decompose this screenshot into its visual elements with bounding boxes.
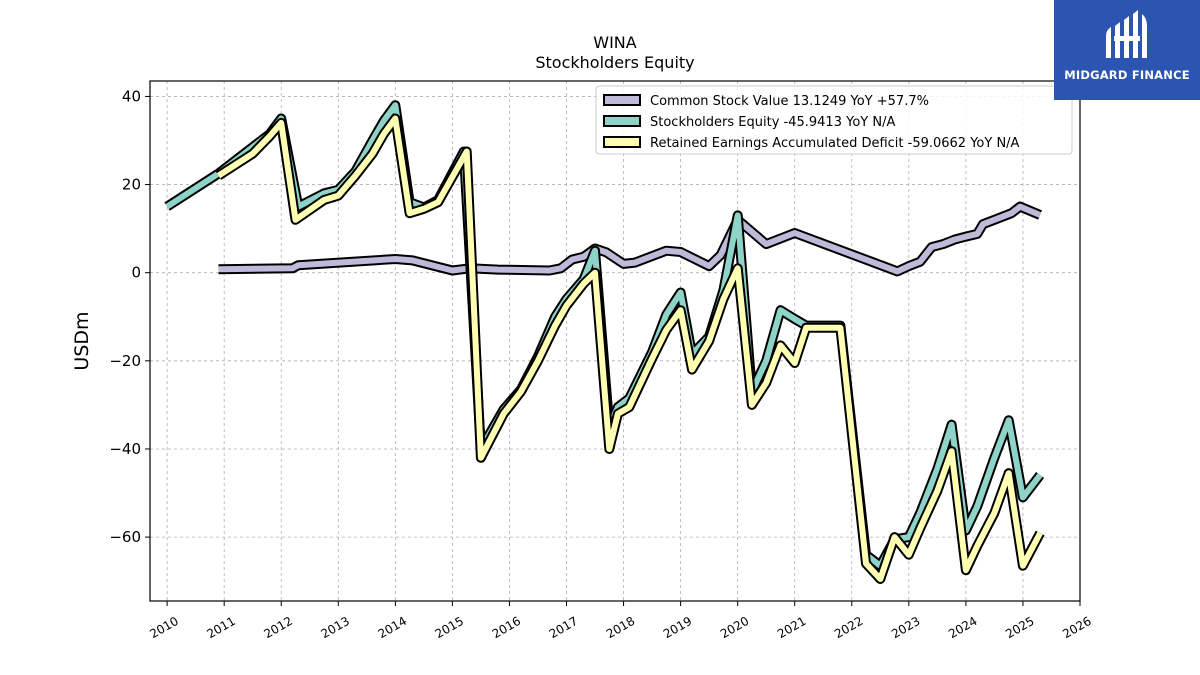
x-tick-label: 2023	[889, 614, 922, 641]
x-tick-label: 2010	[147, 614, 180, 641]
y-tick-label: 20	[122, 176, 141, 194]
midgard-finance-logo: MIDGARD FINANCE	[1054, 0, 1200, 100]
y-tick-label: −20	[109, 352, 141, 370]
x-tick-label: 2020	[718, 614, 751, 641]
series-layer	[164, 100, 1045, 584]
chart-subtitle: Stockholders Equity	[535, 53, 694, 72]
legend-label-1: Stockholders Equity -45.9413 YoY N/A	[650, 115, 895, 130]
legend: Common Stock Value 13.1249 YoY +57.7% Sto…	[595, 85, 1073, 155]
y-axis-ticks: 40 20 0 −20 −40 −60	[109, 87, 150, 546]
x-tick-label: 2013	[319, 614, 352, 641]
x-tick-label: 2019	[661, 614, 694, 641]
x-tick-label: 2016	[490, 614, 523, 641]
series-line-0	[218, 203, 1042, 275]
brand-mark-icon	[1106, 10, 1147, 58]
brand-name: MIDGARD FINANCE	[1064, 68, 1190, 82]
y-tick-label: −40	[109, 440, 141, 458]
x-tick-label: 2022	[832, 614, 865, 641]
legend-swatch-0	[603, 94, 641, 106]
y-tick-label: −60	[109, 528, 141, 546]
chart-title: WINA	[593, 33, 637, 52]
x-tick-label: 2018	[604, 614, 637, 641]
x-tick-label: 2024	[946, 614, 979, 641]
y-tick-label: 0	[131, 264, 141, 282]
x-tick-label: 2012	[261, 614, 294, 641]
x-axis-ticks: 2010 2011 2012 2013 2014 2015 2016 2017 2018 2019…	[147, 601, 1094, 641]
legend-label-2: Retained Earnings Accumulated Deficit -5…	[650, 136, 1020, 151]
plot-frame	[149, 80, 1081, 602]
x-tick-label: 2026	[1060, 614, 1093, 641]
legend-box	[595, 85, 1073, 155]
y-axis-label: USDm	[71, 311, 93, 370]
legend-swatch-1	[603, 115, 641, 127]
x-tick-label: 2015	[433, 614, 466, 641]
series-line-2	[216, 115, 1043, 582]
x-tick-label: 2011	[204, 614, 237, 641]
x-tick-label: 2014	[376, 614, 409, 641]
legend-label-0: Common Stock Value 13.1249 YoY +57.7%	[650, 94, 929, 109]
y-tick-label: 40	[122, 87, 141, 105]
x-tick-label: 2021	[775, 614, 808, 641]
legend-swatch-2	[603, 136, 641, 148]
x-tick-label: 2025	[1003, 614, 1036, 641]
x-tick-label: 2017	[547, 614, 580, 641]
